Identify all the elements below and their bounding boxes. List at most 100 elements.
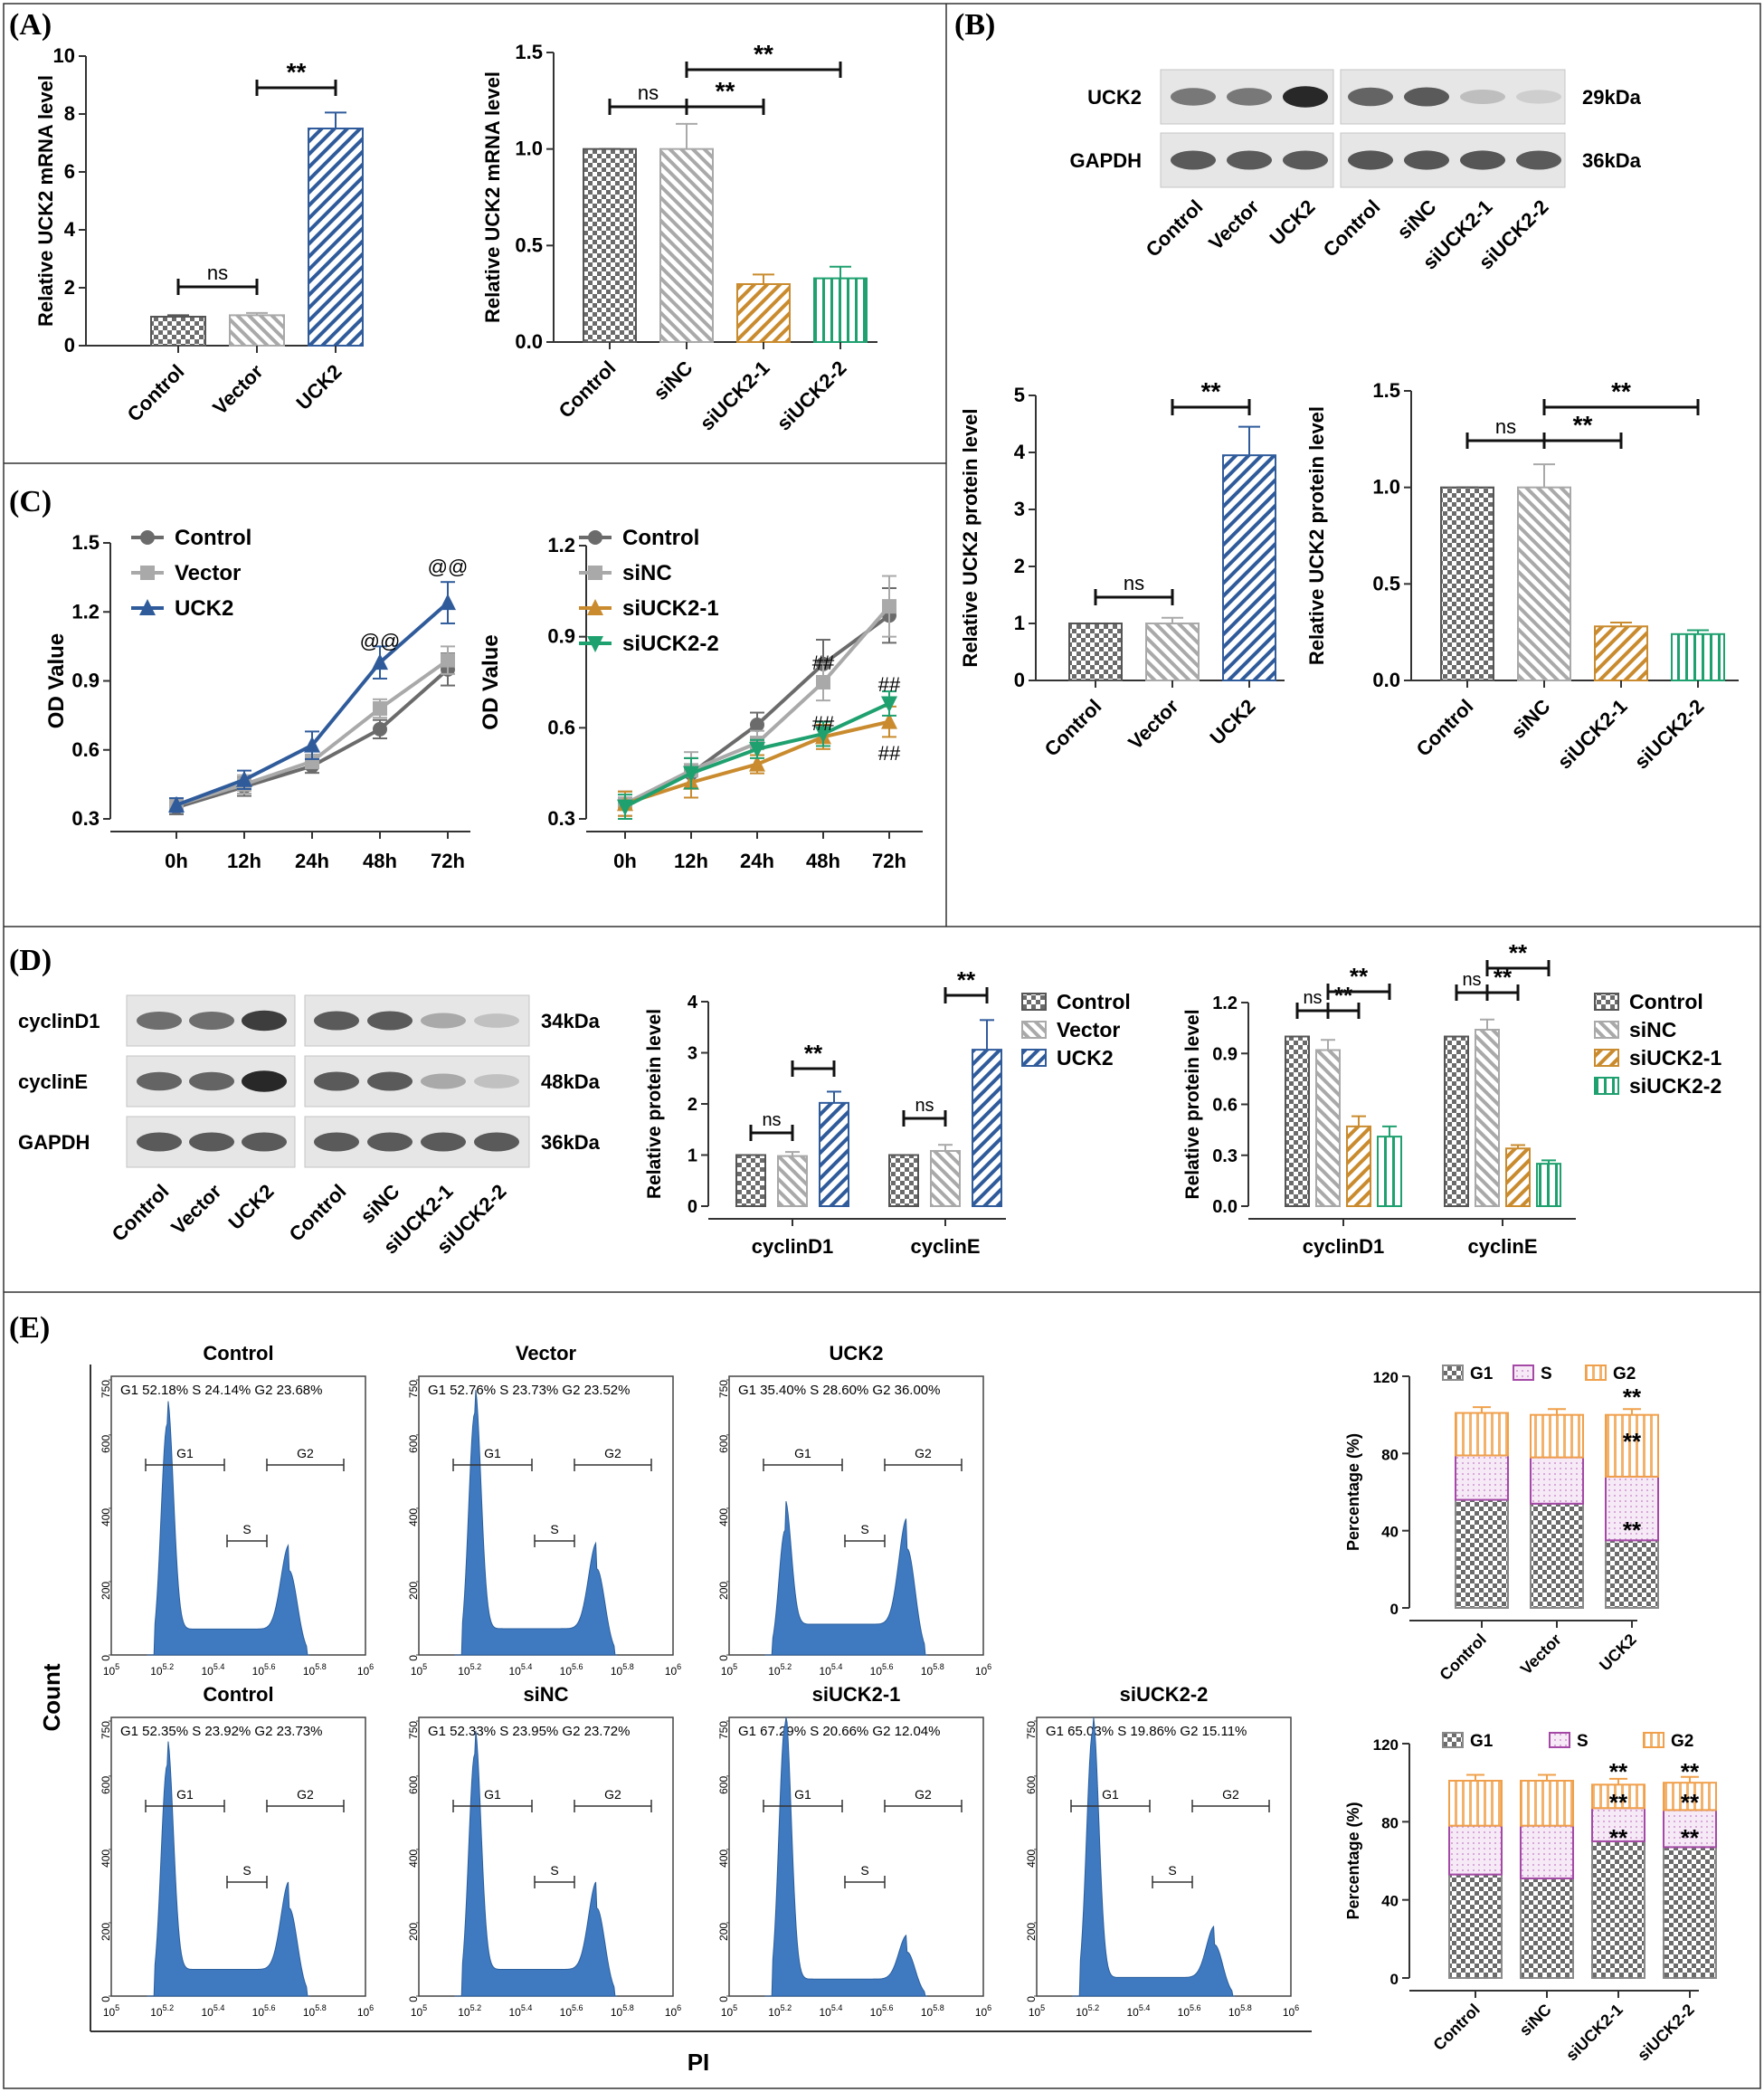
x-tick-label: 72h <box>872 850 906 872</box>
data-point <box>304 736 320 753</box>
x-tick-label: Vector <box>1517 1631 1565 1678</box>
y-tick-label: 0.6 <box>1212 1096 1238 1116</box>
x-tick-exponent: 5 <box>115 1662 119 1671</box>
x-tick-label: 105.6 <box>870 1662 894 1678</box>
blot-row-label: cyclinE <box>18 1070 88 1093</box>
y-axis-title: OD Value <box>479 634 503 729</box>
segment-g2 <box>1591 1783 1645 1810</box>
segment-g1 <box>1663 1846 1717 1980</box>
y-tick-label: 200 <box>100 1582 112 1600</box>
segment-g1 <box>1455 1498 1509 1609</box>
x-tick-label: 106 <box>975 2003 991 2019</box>
legend-swatch <box>1594 1049 1619 1067</box>
x-tick-label: 105.2 <box>150 2003 174 2019</box>
y-tick-label: 2 <box>64 276 75 299</box>
gate-label: G1 <box>484 1787 501 1802</box>
y-tick-label: 40 <box>1381 1524 1399 1541</box>
histogram-area <box>454 1730 618 1997</box>
x-tick-exponent: 5.8 <box>933 2003 944 2012</box>
significance-mark: ** <box>1623 1517 1642 1544</box>
legend-swatch <box>1594 1021 1619 1039</box>
x-tick-label: 72h <box>431 850 465 872</box>
y-tick-label: 0.0 <box>515 330 543 353</box>
significance-mark: ** <box>1681 1758 1700 1785</box>
x-tick-exponent: 5.8 <box>933 1662 944 1671</box>
histogram-vector: Vector G1 52.76% S 23.73% G2 23.52% 0 200 40… <box>407 1342 681 1678</box>
bar-vector <box>1145 623 1200 681</box>
bar-siuck2-2 <box>1671 632 1725 681</box>
x-tick-label: 105.4 <box>819 2003 842 2019</box>
legend-label: siUCK2-1 <box>1629 1046 1721 1070</box>
legend-label: G1 <box>1470 1365 1494 1384</box>
histogram-title: Control <box>203 1683 273 1706</box>
y-tick-label: 1.5 <box>71 531 100 554</box>
y-tick-label: 200 <box>717 1923 730 1941</box>
x-tick-exponent: 5.8 <box>622 1662 634 1671</box>
y-tick-label: 1.0 <box>515 138 543 160</box>
y-tick-label: 750 <box>407 1721 420 1739</box>
y-tick-label: 750 <box>407 1380 420 1398</box>
histogram-frame <box>728 1375 984 1656</box>
x-tick-exponent: 5.8 <box>315 1662 327 1671</box>
x-tick-exponent: 5.4 <box>213 1662 225 1671</box>
x-tick-label: UCK2 <box>291 360 346 414</box>
y-tick-label: 0.3 <box>1212 1146 1238 1166</box>
y-tick-label: 80 <box>1381 1446 1399 1463</box>
bar-vector <box>229 314 285 347</box>
blot-row-label: GAPDH <box>18 1131 90 1154</box>
sig-label: ns <box>1462 970 1481 990</box>
y-axis-title: Percentage (%) <box>1344 1433 1362 1551</box>
gate-label: S <box>550 1863 558 1878</box>
gate-label: G2 <box>297 1787 314 1802</box>
significance-mark: ** <box>1623 1384 1642 1411</box>
blot-band <box>474 1132 519 1152</box>
y-axis-title: Percentage (%) <box>1344 1802 1362 1919</box>
x-tick-exponent: 5.4 <box>213 2003 225 2012</box>
y-tick-label: 1 <box>1014 612 1025 634</box>
bar-siuck2-2 <box>1536 1163 1561 1207</box>
bar-chart-B2: 0.0 0.5 1.0 1.5 Relative UCK2 protein level C… <box>1305 377 1739 774</box>
x-tick-exponent: 5.2 <box>163 2003 175 2012</box>
lane-label: UCK2 <box>1265 195 1319 250</box>
panel-frames <box>3 3 1761 2089</box>
gate-label: G1 <box>176 1446 194 1460</box>
x-tick-label: Control <box>123 360 189 426</box>
y-tick-label: 5 <box>1014 384 1025 406</box>
gate-label: G1 <box>176 1787 194 1802</box>
bar-uck2 <box>308 128 364 347</box>
blot-band <box>1227 88 1272 106</box>
bar-chart-A1: 0 2 4 6 8 10 Relative UCK2 mRNA level Control Ve… <box>34 44 364 426</box>
x-tick-exponent: 5 <box>422 2003 427 2012</box>
y-axis-title: OD Value <box>44 633 69 728</box>
x-tick-label: cyclinE <box>1467 1235 1537 1258</box>
data-point <box>236 770 252 787</box>
blot-band <box>1460 150 1505 170</box>
lane-label: Control <box>285 1180 351 1246</box>
x-tick-label: 105.8 <box>921 2003 944 2019</box>
x-tick-exponent: 5.2 <box>1088 2003 1100 2012</box>
histogram-area <box>1072 1716 1236 1997</box>
histogram-stats: G1 52.33% S 23.95% G2 23.72% <box>428 1724 630 1739</box>
blot-row-label: cyclinD1 <box>18 1010 100 1032</box>
gate-label: G1 <box>794 1787 811 1802</box>
x-tick-label: Control <box>1436 1631 1489 1684</box>
y-tick-label: 200 <box>717 1582 730 1600</box>
x-tick-exponent: 6 <box>987 2003 991 2012</box>
y-tick-label: 0 <box>1014 669 1025 691</box>
y-tick-label: 1.5 <box>515 41 543 63</box>
histogram-frame <box>1036 1716 1292 1997</box>
histogram-stats: G1 35.40% S 28.60% G2 36.00% <box>738 1383 940 1398</box>
x-tick-label: 105.4 <box>201 2003 224 2019</box>
sig-label: ** <box>1334 982 1353 1009</box>
grouped-bar-D1: 0 1 2 3 4 Relative protein level cyclinD1 cycli… <box>644 966 1131 1258</box>
significance-mark: ## <box>878 673 901 696</box>
legend-swatch <box>1021 993 1047 1011</box>
x-tick-label: 105 <box>721 2003 737 2019</box>
significance-mark: ** <box>1609 1789 1628 1816</box>
x-tick-exponent: 5.6 <box>882 1662 894 1671</box>
histogram-area <box>764 1501 928 1656</box>
blot-band <box>314 1071 359 1091</box>
x-tick-exponent: 5 <box>115 2003 119 2012</box>
legend-swatch <box>1594 1077 1619 1095</box>
blot-band <box>242 1010 287 1032</box>
